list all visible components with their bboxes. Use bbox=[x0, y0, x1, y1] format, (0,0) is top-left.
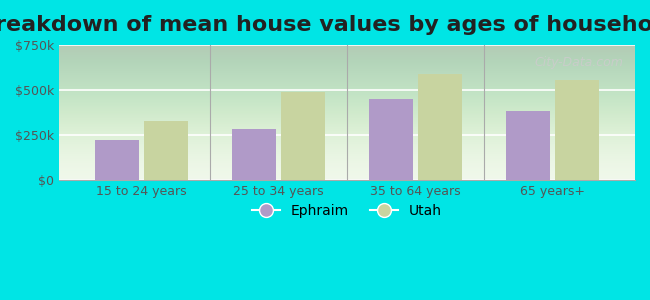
Bar bbox=[419, 74, 462, 180]
Bar bbox=[369, 99, 413, 180]
Bar bbox=[144, 121, 188, 180]
Bar bbox=[95, 140, 138, 180]
Bar bbox=[506, 111, 550, 180]
Bar bbox=[281, 92, 325, 180]
Legend: Ephraim, Utah: Ephraim, Utah bbox=[245, 197, 449, 225]
Text: City-Data.com: City-Data.com bbox=[534, 56, 623, 69]
Bar bbox=[232, 129, 276, 180]
Bar bbox=[556, 80, 599, 180]
Title: Breakdown of mean house values by ages of householders: Breakdown of mean house values by ages o… bbox=[0, 15, 650, 35]
